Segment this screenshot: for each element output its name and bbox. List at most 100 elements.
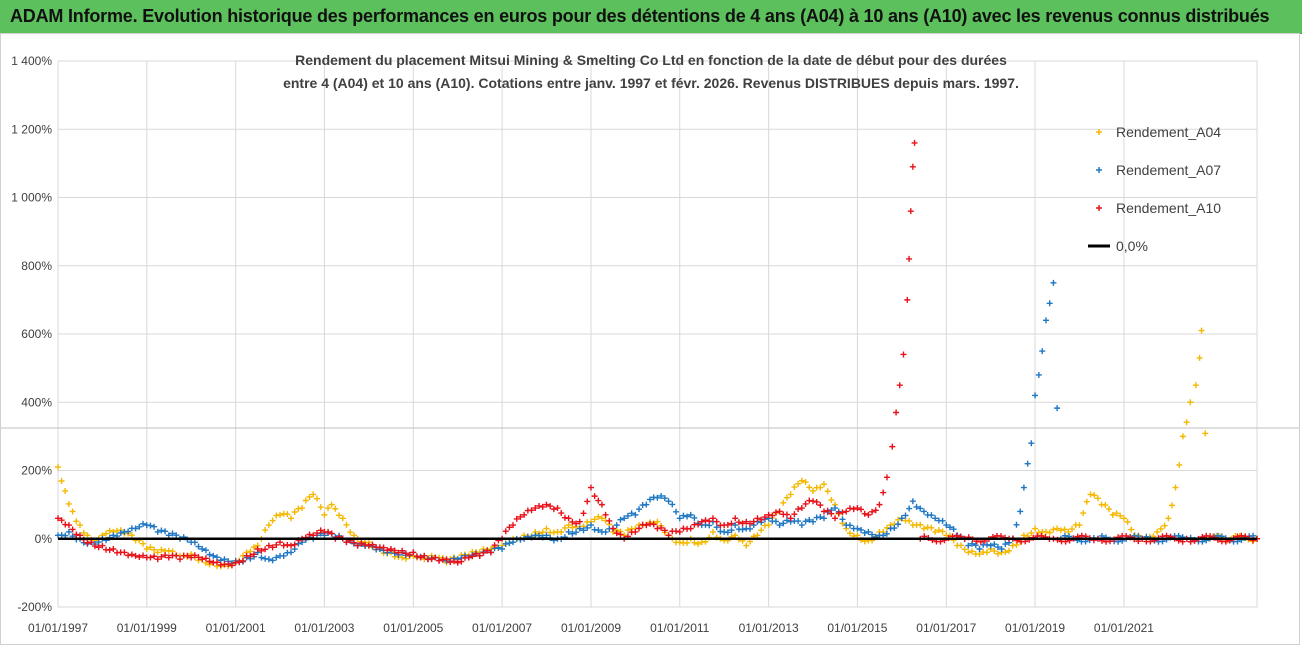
point-rendement-a10 xyxy=(195,554,202,561)
point-rendement-a10 xyxy=(262,546,269,553)
point-rendement-a07 xyxy=(147,522,154,529)
point-rendement-a04 xyxy=(1154,528,1161,535)
x-tick-label: 01/01/2009 xyxy=(561,621,621,635)
point-rendement-a07 xyxy=(883,530,890,537)
x-axis-ticks: 01/01/1997 01/01/1999 01/01/2001 01/01/2003… xyxy=(28,621,1154,635)
point-rendement-a07 xyxy=(983,541,990,548)
point-rendement-a10 xyxy=(406,551,413,558)
point-rendement-a10 xyxy=(265,542,272,549)
point-rendement-a04 xyxy=(1109,511,1116,518)
point-rendement-a07 xyxy=(950,526,957,533)
point-rendement-a07 xyxy=(802,518,809,525)
point-rendement-a07 xyxy=(195,543,202,550)
point-rendement-a10 xyxy=(158,553,165,560)
point-rendement-a10 xyxy=(476,552,483,559)
point-rendement-a04 xyxy=(55,464,61,471)
y-tick-label: 0% xyxy=(35,532,53,546)
y-tick-label: 400% xyxy=(21,395,52,409)
point-rendement-a04 xyxy=(154,549,161,556)
point-rendement-a07 xyxy=(643,501,650,508)
point-rendement-a04 xyxy=(1187,399,1194,406)
point-rendement-a10 xyxy=(846,505,853,512)
point-rendement-a07 xyxy=(199,545,206,552)
point-rendement-a10 xyxy=(236,558,243,565)
point-rendement-a10 xyxy=(306,531,313,538)
point-rendement-a10 xyxy=(735,519,742,526)
legend-plus-marker xyxy=(1096,129,1102,135)
point-rendement-a07 xyxy=(913,503,920,510)
y-tick-label: 800% xyxy=(21,259,52,273)
point-rendement-a07 xyxy=(647,496,654,503)
point-rendement-a10 xyxy=(502,528,509,535)
point-rendement-a07 xyxy=(214,554,221,561)
point-rendement-a10 xyxy=(802,500,809,507)
point-rendement-a04 xyxy=(820,481,827,488)
point-rendement-a04 xyxy=(743,542,750,549)
point-rendement-a07 xyxy=(154,528,161,535)
point-rendement-a04 xyxy=(1124,518,1131,525)
point-rendement-a10 xyxy=(354,542,361,549)
point-rendement-a10 xyxy=(480,549,487,556)
point-rendement-a07 xyxy=(810,518,817,525)
point-rendement-a04 xyxy=(676,539,683,546)
point-rendement-a07 xyxy=(820,515,827,522)
point-rendement-a07 xyxy=(972,542,979,549)
point-rendement-a10 xyxy=(417,554,424,561)
report-banner: ADAM Informe. Evolution historique des p… xyxy=(0,0,1302,34)
point-rendement-a10 xyxy=(454,559,461,566)
point-rendement-a10 xyxy=(443,556,450,563)
point-rendement-a10 xyxy=(893,409,900,416)
point-rendement-a07 xyxy=(684,513,691,520)
point-rendement-a07 xyxy=(691,514,698,521)
point-rendement-a04 xyxy=(806,484,813,491)
point-rendement-a07 xyxy=(206,551,213,558)
point-rendement-a10 xyxy=(517,513,524,520)
point-rendement-a07 xyxy=(580,527,587,534)
point-rendement-a10 xyxy=(539,503,546,510)
point-rendement-a04 xyxy=(1120,515,1127,522)
point-rendement-a04 xyxy=(965,549,972,556)
point-rendement-a10 xyxy=(202,555,209,562)
point-rendement-a07 xyxy=(173,532,180,539)
point-rendement-a04 xyxy=(624,527,631,534)
point-rendement-a04 xyxy=(1106,506,1113,513)
point-rendement-a10 xyxy=(606,517,613,524)
point-rendement-a10 xyxy=(706,518,713,525)
point-rendement-a07 xyxy=(221,556,228,563)
point-rendement-a07 xyxy=(998,545,1005,552)
point-rendement-a10 xyxy=(391,547,398,554)
point-rendement-a10 xyxy=(854,505,861,512)
point-rendement-a04 xyxy=(957,542,964,549)
point-rendement-a07 xyxy=(543,532,550,539)
point-rendement-a10 xyxy=(872,507,879,514)
point-rendement-a07 xyxy=(832,505,839,512)
point-rendement-a04 xyxy=(558,528,565,535)
point-rendement-a10 xyxy=(125,552,132,559)
point-rendement-a10 xyxy=(506,524,513,531)
point-rendement-a04 xyxy=(976,551,983,558)
point-rendement-a07 xyxy=(584,524,591,531)
point-rendement-a04 xyxy=(917,521,924,528)
point-rendement-a07 xyxy=(576,525,583,532)
point-rendement-a10 xyxy=(465,554,472,561)
point-rendement-a04 xyxy=(824,488,831,495)
point-rendement-a10 xyxy=(250,551,257,558)
point-rendement-a04 xyxy=(539,529,546,536)
point-rendement-a10 xyxy=(828,510,835,517)
point-rendement-a07 xyxy=(739,526,746,533)
point-rendement-a10 xyxy=(232,559,239,566)
point-rendement-a07 xyxy=(665,498,672,505)
point-rendement-a10 xyxy=(665,532,672,539)
point-rendement-a07 xyxy=(654,494,661,501)
point-rendement-a04 xyxy=(147,544,154,551)
point-rendement-a04 xyxy=(151,546,158,553)
legend-plus-marker xyxy=(1096,205,1102,211)
point-rendement-a10 xyxy=(643,522,650,529)
point-rendement-a04 xyxy=(791,484,798,491)
point-rendement-a10 xyxy=(421,552,428,559)
point-rendement-a10 xyxy=(277,539,284,546)
point-rendement-a10 xyxy=(58,517,65,524)
point-rendement-a10 xyxy=(817,502,824,509)
point-rendement-a04 xyxy=(961,546,968,553)
point-rendement-a07 xyxy=(202,547,209,554)
